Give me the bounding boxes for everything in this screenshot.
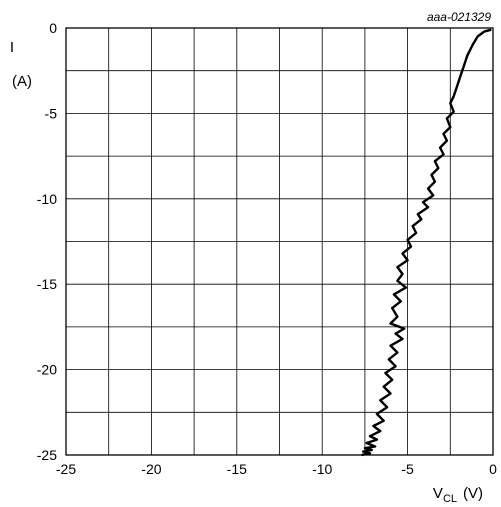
x-tick-label: 0 xyxy=(489,461,497,477)
x-axis-label: VCL xyxy=(433,485,457,505)
y-tick-label: -20 xyxy=(37,362,57,378)
figure-id: aaa-021329 xyxy=(427,10,491,24)
y-axis-label: I xyxy=(10,39,14,56)
x-axis-label-sub: CL xyxy=(443,493,457,505)
tick-label-layer: -25 -20 -15 -10 -5 0 0 -5 -10 -15 -20 -25 xyxy=(37,20,497,477)
y-tick-label: -25 xyxy=(37,447,57,463)
y-tick-label: -5 xyxy=(45,105,58,121)
plot-frame xyxy=(65,27,494,456)
y-tick-label: 0 xyxy=(49,20,57,36)
y-tick-label: -15 xyxy=(37,276,57,292)
x-tick-label: -5 xyxy=(401,461,414,477)
x-axis-label-main: V xyxy=(433,485,443,502)
y-tick-label: -10 xyxy=(37,191,57,207)
series-line xyxy=(361,28,492,457)
series-layer xyxy=(361,28,492,457)
y-axis-unit: (A) xyxy=(12,73,32,90)
x-tick-label: -10 xyxy=(312,461,332,477)
x-axis-unit: (V) xyxy=(463,485,483,502)
x-tick-label: -15 xyxy=(227,461,247,477)
x-tick-label: -20 xyxy=(141,461,161,477)
grid-layer xyxy=(66,28,493,455)
x-tick-label: -25 xyxy=(56,461,76,477)
